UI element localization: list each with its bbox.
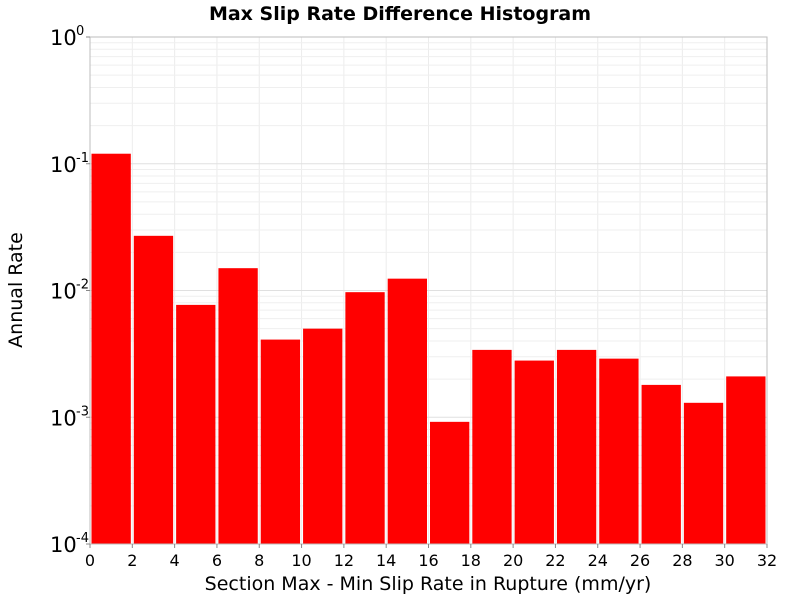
y-tick-base: 10 [50, 153, 77, 177]
histogram-bar [683, 402, 724, 544]
x-tick-label: 22 [545, 551, 565, 570]
x-tick-label: 2 [127, 551, 137, 570]
x-tick-label: 0 [85, 551, 95, 570]
chart-title: Max Slip Rate Difference Histogram [209, 3, 591, 25]
x-tick-label: 30 [715, 551, 735, 570]
histogram-bar [514, 360, 554, 544]
x-axis-ticks: 0 2 4 6 8 10 12 14 16 18 20 22 24 26 28 30 32 [85, 544, 777, 570]
x-tick-label: 26 [630, 551, 650, 570]
x-tick-label: 28 [672, 551, 692, 570]
plot-area [89, 36, 768, 545]
histogram-bar [472, 349, 512, 544]
histogram-bar [556, 349, 597, 544]
x-tick-label: 6 [212, 551, 222, 570]
x-tick-label: 4 [170, 551, 180, 570]
histogram-bar [176, 304, 216, 544]
y-tick-base: 10 [50, 26, 77, 50]
y-tick-exponent: -4 [76, 531, 89, 546]
bars [91, 153, 766, 544]
x-axis-label: Section Max - Min Slip Rate in Rupture (… [205, 573, 652, 595]
x-tick-label: 12 [334, 551, 354, 570]
histogram-bar [303, 328, 343, 544]
histogram-bar [599, 358, 639, 544]
x-tick-label: 20 [503, 551, 523, 570]
histogram-bar [91, 153, 131, 544]
histogram-bar [345, 292, 385, 544]
histogram-bar [218, 268, 258, 544]
y-tick-base: 10 [50, 533, 77, 557]
x-tick-label: 14 [376, 551, 396, 570]
y-tick-exponent: -1 [76, 151, 89, 166]
x-tick-label: 32 [757, 551, 777, 570]
y-tick-exponent: -3 [76, 404, 89, 419]
histogram-bar [430, 421, 470, 544]
y-tick-exponent: -2 [76, 278, 89, 293]
x-tick-label: 24 [588, 551, 608, 570]
y-tick-exponent: 0 [76, 24, 84, 39]
histogram-bar [726, 376, 766, 544]
y-tick-base: 10 [50, 280, 77, 304]
histogram-bar [387, 278, 427, 544]
y-tick-base: 10 [50, 406, 77, 430]
y-axis-label: Annual Rate [5, 232, 27, 348]
histogram-bar [260, 339, 301, 544]
x-tick-label: 18 [461, 551, 481, 570]
histogram-bar [641, 384, 681, 544]
histogram-bar [133, 235, 174, 544]
x-tick-label: 10 [291, 551, 311, 570]
x-tick-label: 8 [254, 551, 264, 570]
x-tick-label: 16 [418, 551, 438, 570]
